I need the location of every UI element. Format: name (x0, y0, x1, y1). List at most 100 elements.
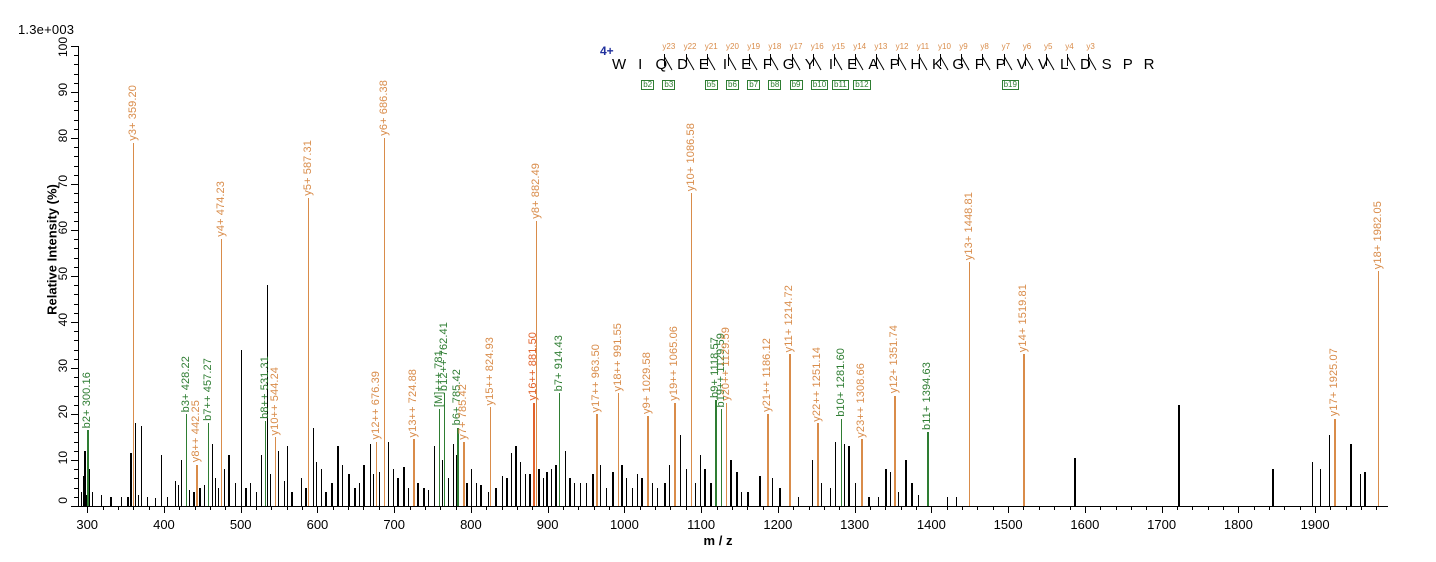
fragment-bracket (897, 54, 907, 71)
peak-line (599, 464, 602, 506)
y-tick-minor (64, 312, 78, 314)
peak-line (699, 455, 701, 506)
residue-14: P (889, 56, 900, 73)
peak-line-labeled (894, 395, 896, 506)
peak-line-labeled (264, 420, 267, 506)
y-tick-minor (64, 101, 78, 103)
fragment-bracket (876, 54, 885, 71)
y-tick-minor (64, 156, 78, 158)
y-tick-label: 40 (56, 313, 70, 327)
residue-5: E (698, 56, 709, 73)
y-tick-label: 50 (56, 267, 70, 281)
peak-line-labeled (767, 414, 769, 506)
peak-line (174, 480, 177, 506)
x-tick-label: 1000 (609, 517, 639, 532)
y-tick-minor (64, 220, 78, 222)
peak-line-labeled (132, 142, 135, 506)
peak-label: y9+ 1029.58 (641, 352, 654, 415)
y-tick-minor (64, 377, 78, 379)
fragment-bracket (961, 54, 970, 71)
fragment-bracket (1088, 54, 1097, 71)
x-tick-label: 1900 (1300, 517, 1330, 532)
residue-12: E (847, 56, 858, 73)
peak-line (834, 441, 837, 506)
y-ion-label-y12: y12 (895, 42, 909, 51)
y-tick-major: 20 (56, 405, 78, 418)
peak-line (403, 466, 405, 506)
precursor-charge-label: 4+ (600, 44, 614, 58)
x-tick-label: 1100 (687, 517, 716, 532)
peak-line (441, 460, 444, 506)
peak-line (291, 492, 293, 506)
x-tick-label: 1200 (763, 517, 793, 532)
x-tick-label: 900 (536, 517, 559, 532)
y-tick-minor (64, 128, 78, 130)
peak-line (245, 487, 247, 506)
peak-line-labeled (196, 464, 198, 506)
peak-line (266, 285, 269, 506)
peak-line (885, 469, 887, 506)
residue-18: F (974, 56, 984, 73)
peak-line (546, 471, 548, 506)
peak-line-labeled (861, 439, 863, 506)
peak-line-labeled (647, 416, 649, 506)
peak-line (203, 485, 206, 506)
y-tick-minor (64, 404, 78, 406)
y-ion-label-y20: y20 (726, 42, 739, 51)
y-tick-minor (64, 174, 78, 176)
peak-line (417, 483, 419, 506)
peak-line (664, 483, 666, 506)
y-tick-minor (64, 64, 78, 66)
peak-label: y21++ 1186.12 (761, 338, 774, 412)
peak-line (91, 492, 94, 506)
peak-line (427, 489, 430, 506)
y-tick-major: 40 (56, 313, 78, 326)
y-tick-major: 90 (56, 83, 78, 96)
peak-line (955, 496, 958, 506)
b-ion-label-b2: b2 (641, 80, 655, 90)
x-tick-label: 400 (153, 517, 175, 532)
peak-line (543, 478, 545, 506)
fragment-bracket (791, 54, 801, 71)
y-tick-major: 0 (56, 497, 78, 507)
peak-label: y10+ 1086.58 (684, 123, 697, 192)
residue-10: Y (804, 56, 815, 73)
residue-11: I (828, 56, 834, 73)
peak-line (612, 471, 614, 506)
peak-line-labeled (413, 439, 415, 506)
peak-line (369, 443, 371, 506)
peak-line (1272, 469, 1274, 506)
y-axis-line (78, 46, 79, 506)
peak-line (101, 494, 103, 506)
y-axis-ticks: 0 10 20 30 40 50 60 70 80 90 100 (56, 37, 78, 507)
y-tick-minor (64, 55, 78, 57)
peak-series: b2+ 300.16 y3+ 359.20 b3+ 428.22 y8++ 442.2… (78, 46, 1388, 506)
peak-line (85, 494, 88, 506)
peak-line (84, 450, 86, 506)
peak-label: b10+ 1281.60 (834, 347, 847, 417)
peak-label: y18+ 1982.05 (1372, 201, 1385, 270)
peak-line (466, 483, 468, 506)
peak-line (538, 469, 540, 506)
y-tick-minor (64, 73, 78, 75)
peak-line (82, 476, 84, 506)
peak-label: y14+ 1519.81 (1017, 284, 1030, 353)
b-ion-label-b19: b19 (1001, 80, 1019, 90)
peak-label: y10++ 544.24 (268, 366, 281, 435)
residue-16: K (931, 56, 942, 73)
peak-line (854, 483, 857, 506)
peak-line (348, 473, 350, 506)
residue-15: H (910, 56, 922, 73)
peak-label: y18++ 991.55 (611, 322, 624, 392)
peak-line-labeled (274, 437, 277, 506)
peak-line-labeled (457, 427, 459, 506)
peak-line (320, 469, 322, 506)
peak-line (759, 476, 761, 506)
y-tick-minor (64, 441, 78, 443)
y-tick-major: 30 (56, 359, 78, 372)
peak-line (363, 464, 365, 506)
peak-line (277, 450, 279, 506)
y-tick-major: 100 (56, 37, 78, 57)
peak-line (529, 473, 531, 506)
peak-line (771, 478, 774, 506)
